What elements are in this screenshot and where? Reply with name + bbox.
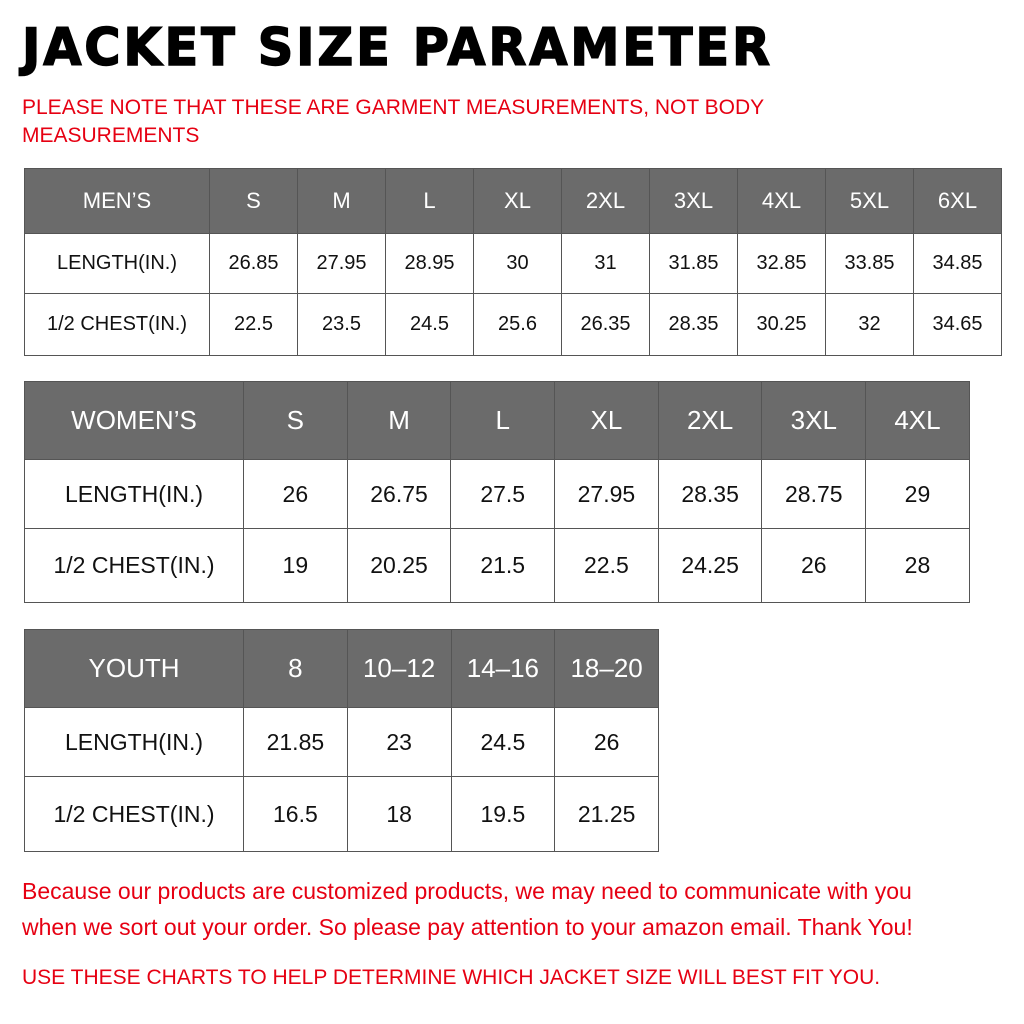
size-header: 6XL	[913, 168, 1002, 234]
measurement-cell: 27.95	[554, 459, 659, 529]
row-label: LENGTH(IN.)	[24, 459, 244, 529]
measurement-cell: 25.6	[473, 293, 562, 356]
measurement-cell: 28.75	[761, 459, 867, 529]
size-header: 18–20	[554, 629, 659, 708]
row-label: LENGTH(IN.)	[24, 233, 210, 294]
measurement-cell: 28.35	[657, 459, 763, 529]
size-header: 4XL	[865, 381, 970, 460]
measurement-cell: 32	[825, 293, 914, 356]
measurement-cell: 26.75	[346, 459, 452, 529]
measurement-cell: 34.85	[913, 233, 1002, 294]
measurement-cell: 21.85	[243, 707, 348, 777]
measurement-cell: 26.35	[561, 293, 650, 356]
footer-line-3: USE THESE CHARTS TO HELP DETERMINE WHICH…	[22, 966, 881, 989]
size-header: S	[243, 381, 348, 460]
size-header: XL	[473, 168, 562, 234]
size-header: XL	[554, 381, 659, 460]
measurement-cell: 29	[865, 459, 970, 529]
footer-line-2: when we sort out your order. So please p…	[22, 914, 913, 940]
row-label: 1/2 CHEST(IN.)	[24, 776, 244, 852]
measurement-cell: 30	[473, 233, 562, 294]
measurement-cell: 16.5	[243, 776, 348, 852]
row-label: LENGTH(IN.)	[24, 707, 244, 777]
category-header: MEN’S	[24, 168, 210, 234]
size-header: L	[385, 168, 474, 234]
measurement-cell: 32.85	[737, 233, 826, 294]
garment-note: PLEASE NOTE THAT THESE ARE GARMENT MEASU…	[22, 96, 764, 147]
measurement-cell: 27.5	[450, 459, 556, 529]
measurement-cell: 31.85	[649, 233, 738, 294]
measurement-cell: 19.5	[450, 776, 556, 852]
size-header: 3XL	[649, 168, 738, 234]
measurement-cell: 24.5	[385, 293, 474, 356]
header-row: MEN’S S M L XL 2XL 3XL 4XL 5XL 6XL	[24, 168, 1002, 234]
footer-line-1: Because our products are customized prod…	[22, 878, 912, 904]
row-label: 1/2 CHEST(IN.)	[24, 293, 210, 356]
measurement-cell: 24.5	[450, 707, 556, 777]
size-header: M	[297, 168, 386, 234]
measurement-cell: 30.25	[737, 293, 826, 356]
measurement-cell: 19	[243, 528, 348, 603]
measurement-cell: 34.65	[913, 293, 1002, 356]
size-header: L	[450, 381, 556, 460]
measurement-cell: 26.85	[209, 233, 298, 294]
mens-size-table: MEN’S S M L XL 2XL 3XL 4XL 5XL 6XL LENGTH(IN.) 26.8…	[24, 168, 1002, 356]
measurement-cell: 28.95	[385, 233, 474, 294]
measurement-cell: 21.25	[554, 776, 659, 852]
measurement-cell: 22.5	[209, 293, 298, 356]
measurement-cell: 20.25	[346, 528, 452, 603]
measurement-cell: 27.95	[297, 233, 386, 294]
header-row: YOUTH 8 10–12 14–16 18–20	[24, 629, 659, 708]
youth-size-table: YOUTH 8 10–12 14–16 18–20 LENGTH(IN.) 21.85 23 2…	[24, 629, 659, 852]
size-header: 4XL	[737, 168, 826, 234]
size-header: 10–12	[346, 629, 452, 708]
size-header: 3XL	[761, 381, 867, 460]
page-title: JACKET SIZE PARAMETER	[21, 17, 773, 79]
measurement-cell: 26	[761, 528, 867, 603]
row-label: 1/2 CHEST(IN.)	[24, 528, 244, 603]
size-header: 5XL	[825, 168, 914, 234]
size-header: 2XL	[657, 381, 763, 460]
measurement-cell: 23	[346, 707, 452, 777]
measurement-cell: 26	[243, 459, 348, 529]
measurement-cell: 23.5	[297, 293, 386, 356]
header-row: WOMEN’S S M L XL 2XL 3XL 4XL	[24, 381, 970, 460]
size-header: S	[209, 168, 298, 234]
measurement-cell: 28.35	[649, 293, 738, 356]
measurement-cell: 31	[561, 233, 650, 294]
table-row: LENGTH(IN.) 26.85 27.95 28.95 30 31 31.85 32.85…	[24, 233, 1002, 294]
size-header: 14–16	[450, 629, 556, 708]
measurement-cell: 28	[865, 528, 970, 603]
measurement-cell: 22.5	[554, 528, 659, 603]
size-header: 8	[243, 629, 348, 708]
table-row: LENGTH(IN.) 26 26.75 27.5 27.95 28.35 28.75 29	[24, 459, 970, 529]
table-row: 1/2 CHEST(IN.) 19 20.25 21.5 22.5 24.25 26 28	[24, 528, 970, 603]
womens-size-table: WOMEN’S S M L XL 2XL 3XL 4XL LENGTH(IN.) 26 26.75 2…	[24, 381, 970, 603]
measurement-cell: 21.5	[450, 528, 556, 603]
table-row: 1/2 CHEST(IN.) 16.5 18 19.5 21.25	[24, 776, 659, 852]
measurement-cell: 26	[554, 707, 659, 777]
size-header: 2XL	[561, 168, 650, 234]
measurement-cell: 18	[346, 776, 452, 852]
category-header: WOMEN’S	[24, 381, 244, 460]
size-header: M	[346, 381, 452, 460]
measurement-cell: 33.85	[825, 233, 914, 294]
category-header: YOUTH	[24, 629, 244, 708]
table-row: 1/2 CHEST(IN.) 22.5 23.5 24.5 25.6 26.35 28.35…	[24, 293, 1002, 356]
table-row: LENGTH(IN.) 21.85 23 24.5 26	[24, 707, 659, 777]
measurement-cell: 24.25	[657, 528, 763, 603]
